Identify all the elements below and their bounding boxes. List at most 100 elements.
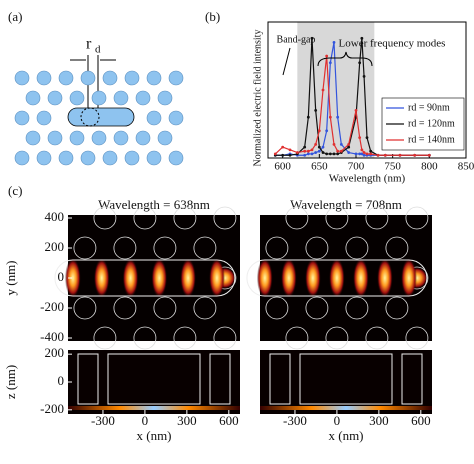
series-marker <box>321 151 325 154</box>
hole-outline <box>153 296 177 320</box>
rd-label: r <box>86 36 92 53</box>
series-marker <box>336 152 340 156</box>
slab-outline <box>107 353 201 405</box>
series-marker <box>354 109 358 112</box>
series-marker <box>347 151 351 154</box>
air-hole <box>135 90 151 106</box>
hole-outline <box>213 206 237 230</box>
x-tick-label: 700 <box>348 161 365 173</box>
hole-outline <box>133 206 157 230</box>
series-marker <box>317 129 321 133</box>
field-lobe <box>304 258 321 298</box>
x-tick-label: 0 <box>142 413 149 428</box>
series-marker <box>325 54 329 58</box>
series-marker <box>332 152 336 156</box>
x-tick-label: 300 <box>369 413 389 428</box>
series-marker <box>288 153 292 157</box>
air-hole <box>168 150 184 166</box>
series-marker <box>295 151 299 154</box>
air-hole <box>80 70 96 86</box>
air-hole <box>36 150 52 166</box>
series-marker <box>383 153 387 157</box>
air-hole <box>91 130 107 146</box>
hole-outline <box>365 326 389 350</box>
series-marker <box>310 152 314 156</box>
series-marker <box>360 152 364 156</box>
air-hole <box>146 150 162 166</box>
hole-outline <box>93 326 117 350</box>
air-hole <box>135 130 151 146</box>
hole-outline <box>305 296 329 320</box>
air-hole <box>146 110 162 126</box>
x-tick-label: -300 <box>283 413 307 428</box>
x-tick-label: 800 <box>421 161 438 173</box>
x-tick-label: 0 <box>334 413 341 428</box>
map-title: Wavelength = 638nm <box>98 197 210 212</box>
hole-outline <box>345 236 369 260</box>
series-marker <box>358 136 362 140</box>
series-marker <box>339 149 343 153</box>
legend-label: rd = 90nm <box>408 102 450 113</box>
slab-outline <box>209 353 231 405</box>
series-marker <box>321 88 325 92</box>
hole-outline <box>213 326 237 350</box>
hole-outline <box>345 296 369 320</box>
substrate-field <box>68 406 240 410</box>
series-marker <box>336 149 340 153</box>
x-tick-label: 850 <box>458 161 474 173</box>
series-marker <box>306 115 310 119</box>
substrate-field <box>260 406 432 410</box>
series-marker <box>314 109 318 112</box>
hole-outline <box>265 296 289 320</box>
slab-outline <box>401 353 423 405</box>
air-hole <box>14 110 30 126</box>
y-axis-title: Normalized electric field intensity <box>252 30 263 167</box>
x-tick-label: 600 <box>411 413 431 428</box>
y-tick-label: -400 <box>40 329 64 344</box>
series-marker <box>398 153 402 157</box>
hole-outline <box>305 236 329 260</box>
series-marker <box>317 145 321 149</box>
series-marker <box>303 149 307 153</box>
series-marker <box>347 145 351 149</box>
air-hole <box>25 130 41 146</box>
field-lobe <box>208 258 225 298</box>
series-marker <box>413 153 417 157</box>
hole-outline <box>73 296 97 320</box>
hole-outline <box>193 236 217 260</box>
field-lobe <box>151 258 168 298</box>
series-marker <box>310 36 314 40</box>
series-marker <box>321 145 325 149</box>
y-tick-label: 200 <box>45 239 65 254</box>
air-hole <box>146 70 162 86</box>
cavity <box>67 107 135 127</box>
air-hole <box>14 70 30 86</box>
series-marker <box>328 61 332 65</box>
field-lobe <box>256 258 273 298</box>
series-marker <box>362 153 366 157</box>
field-lobe <box>400 258 417 298</box>
air-hole <box>168 110 184 126</box>
series-marker <box>306 149 310 153</box>
field-lobe <box>352 258 369 298</box>
field-lobe <box>64 258 81 298</box>
series-marker <box>288 148 292 152</box>
panel-label: (a) <box>8 9 22 24</box>
y-tick-label: 400 <box>45 209 65 224</box>
air-hole <box>69 130 85 146</box>
x-tick-label: 650 <box>311 161 328 173</box>
series-marker <box>369 152 373 156</box>
field-lobe <box>376 258 393 298</box>
x-tick-label: 300 <box>177 413 197 428</box>
series-marker <box>354 152 358 156</box>
air-hole <box>58 70 74 86</box>
hole-outline <box>93 206 117 230</box>
series-marker <box>328 115 332 119</box>
air-hole <box>102 70 118 86</box>
air-hole <box>47 90 63 106</box>
air-hole <box>69 90 85 106</box>
air-hole <box>113 130 129 146</box>
series-marker <box>281 145 285 149</box>
z-tick-label: 200 <box>45 345 65 360</box>
